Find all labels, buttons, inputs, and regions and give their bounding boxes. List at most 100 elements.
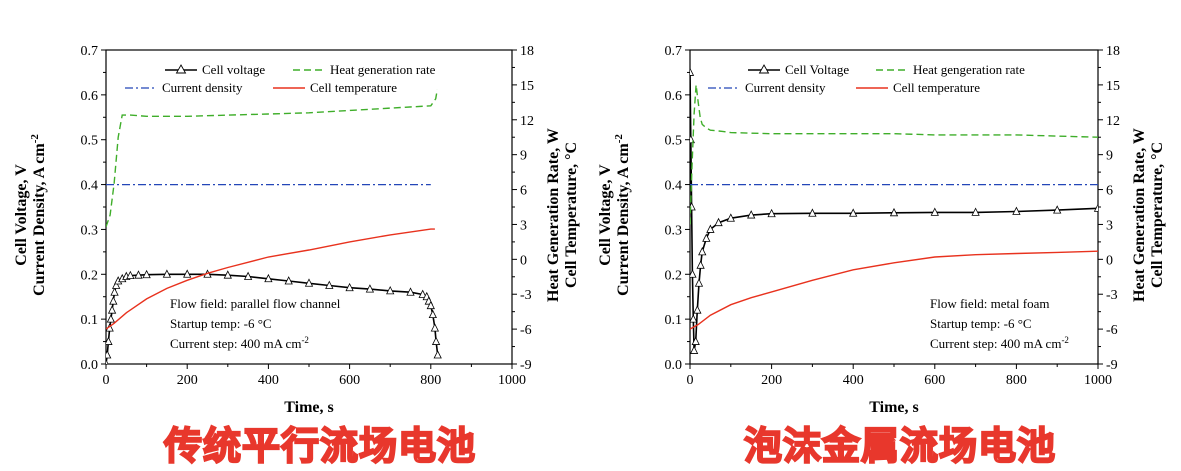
voltage-marker <box>134 270 143 279</box>
annotations: Flow field: parallel flow channel Startup… <box>170 296 341 351</box>
y-left-tick-label: 0.6 <box>81 89 99 104</box>
voltage-marker <box>162 269 172 278</box>
y-left-tick-label: 0.3 <box>81 223 99 238</box>
voltage-marker <box>106 350 112 359</box>
voltage-marker <box>433 350 442 359</box>
y-right-axis-title: Cell Temperature, °C <box>1149 142 1166 288</box>
voltage-marker <box>690 67 695 76</box>
x-tick-label: 200 <box>761 373 782 388</box>
voltage-marker <box>694 278 704 287</box>
x-tick-label: 800 <box>420 373 441 388</box>
y-right-axis-title: Heat Generation Rate, W <box>545 128 562 302</box>
y-left-tick-label: 0.2 <box>665 268 683 283</box>
chart-panel-1: 0 200 400 600 800 1000 0.0 0.1 0.2 0.3 0.4 0.5 0.6 0.… <box>13 44 580 416</box>
annotation: Flow field: metal foam <box>930 296 1050 311</box>
voltage-marker <box>386 285 395 295</box>
annotations: Flow field: metal foam Startup temp: -6 °… <box>930 296 1069 351</box>
legend-label: Heat gengeration rate <box>913 62 1025 77</box>
voltage-marker <box>691 336 700 345</box>
voltage-marker <box>1093 203 1098 212</box>
y-right-tick-label: 6 <box>1106 184 1113 199</box>
y-left-tick-label: 0.2 <box>81 268 99 283</box>
voltage-marker <box>690 314 698 323</box>
legend-marker <box>758 64 770 74</box>
y-right-tick-label: 12 <box>1106 114 1120 129</box>
voltage-marker <box>747 210 756 219</box>
y-left-tick-label: 0.5 <box>665 134 683 149</box>
y-left-tick-label: 0.0 <box>81 358 99 373</box>
annotation-sup: -2 <box>301 335 309 345</box>
y-left-axis-title-text: Current Density, A cm <box>31 143 48 296</box>
voltage-marker <box>110 287 119 296</box>
y-right-tick-label: -9 <box>520 358 532 373</box>
y-left-tick-label: 0.1 <box>665 313 683 328</box>
voltage-marker <box>126 270 135 280</box>
y-left-axis-title-sup: -2 <box>613 134 625 144</box>
y-left-tick-label: 0.3 <box>665 223 683 238</box>
voltage-marker <box>702 233 711 242</box>
annotation-text: Flow field: parallel flow channel <box>170 296 341 311</box>
y-left-tick-label: 0.7 <box>665 44 683 59</box>
annotation: Current step: 400 mA cm-2 <box>170 335 309 351</box>
series-line-4 <box>106 228 435 330</box>
y-right-tick-label: 9 <box>520 149 527 164</box>
voltage-marker <box>690 202 696 211</box>
voltage-marker <box>431 336 441 345</box>
y-left-tick-label: 0.0 <box>665 358 683 373</box>
y-right-tick-label: -6 <box>520 323 532 338</box>
x-axis-title: Time, s <box>869 399 918 416</box>
y-right-tick-label: 15 <box>520 79 534 94</box>
x-tick-label: 1000 <box>498 373 526 388</box>
y-left-axis-title-text: Current Density, A cm <box>615 143 632 296</box>
voltage-marker <box>284 276 293 285</box>
annotation: Current step: 400 mA cm-2 <box>930 335 1069 351</box>
y-left-tick-label: 0.7 <box>81 44 99 59</box>
annotation-text: Startup temp: -6 °C <box>930 316 1032 331</box>
voltage-marker <box>142 269 151 279</box>
y-right-tick-label: 0 <box>1106 253 1113 268</box>
annotation-text: Current step: 400 mA cm <box>170 336 301 351</box>
voltage-marker <box>1012 206 1021 215</box>
voltage-marker <box>112 280 121 289</box>
voltage-marker <box>365 284 375 293</box>
x-tick-label: 200 <box>177 373 198 388</box>
voltage-marker <box>767 208 776 218</box>
x-tick-label: 400 <box>258 373 279 388</box>
annotation: Startup temp: -6 °C <box>170 316 272 331</box>
voltage-marker <box>264 273 273 283</box>
series-line-2 <box>690 84 1098 225</box>
legend-label: Heat generation rate <box>330 62 436 77</box>
annotation: Flow field: parallel flow channel <box>170 296 341 311</box>
voltage-marker <box>971 207 980 216</box>
voltage-marker <box>223 270 232 279</box>
voltage-marker <box>304 278 314 287</box>
voltage-marker <box>106 314 116 323</box>
voltage-marker <box>696 260 705 269</box>
y-left-axis-title: Cell Voltage, V <box>597 164 614 266</box>
voltage-marker <box>418 289 427 298</box>
voltage-marker <box>426 300 435 310</box>
voltage-marker <box>430 323 440 332</box>
y-right-tick-label: 18 <box>1106 44 1120 59</box>
y-right-tick-label: 9 <box>1106 149 1113 164</box>
y-left-tick-label: 0.1 <box>81 313 99 328</box>
series-group <box>106 89 442 364</box>
voltage-marker <box>690 269 697 278</box>
y-right-tick-label: 3 <box>1106 218 1113 233</box>
annotation-sup: -2 <box>1061 335 1069 345</box>
y-right-axis-title: Heat Generation Rate, W <box>1131 128 1148 302</box>
x-tick-label: 1000 <box>1084 373 1112 388</box>
y-right-tick-label: 12 <box>520 114 534 129</box>
y-right-tick-label: -3 <box>520 288 532 303</box>
voltage-marker <box>808 208 817 217</box>
y-left-axis-title: Cell Voltage, V <box>13 164 30 266</box>
y-left-axis-title: Current Density, A cm-2 <box>29 134 48 296</box>
voltage-marker <box>698 246 707 256</box>
voltage-marker <box>1053 205 1062 214</box>
voltage-marker <box>106 359 109 364</box>
voltage-marker <box>714 217 723 227</box>
legend-label: Cell voltage <box>202 62 265 77</box>
legend-label: Cell temperature <box>310 80 397 95</box>
series-line-2 <box>106 89 438 228</box>
x-tick-label: 0 <box>687 373 694 388</box>
